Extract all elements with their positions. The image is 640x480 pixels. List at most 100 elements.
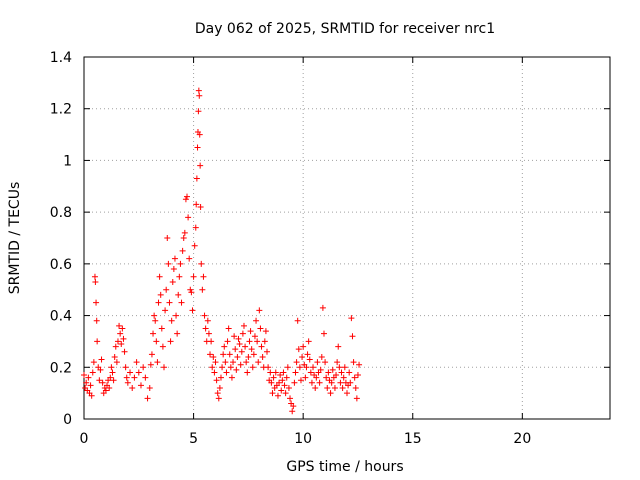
data-point	[147, 361, 154, 368]
grid-lines	[84, 57, 610, 419]
data-point	[216, 384, 223, 391]
data-point	[299, 353, 306, 360]
data-point	[265, 364, 272, 371]
data-point	[296, 364, 303, 371]
data-point	[87, 382, 94, 389]
data-point	[94, 338, 101, 345]
y-tick-label: 1	[63, 153, 72, 169]
data-point	[308, 379, 315, 386]
data-point	[102, 387, 109, 394]
data-point	[127, 369, 134, 376]
data-point	[223, 369, 230, 376]
data-point	[211, 369, 218, 376]
data-point	[163, 286, 170, 293]
data-point	[232, 346, 239, 353]
data-point	[334, 359, 341, 366]
data-point	[292, 369, 299, 376]
data-point	[181, 229, 188, 236]
data-point	[329, 366, 336, 373]
data-point	[124, 379, 131, 386]
data-point	[279, 377, 286, 384]
data-point	[219, 364, 226, 371]
data-point	[312, 384, 319, 391]
data-point	[97, 366, 104, 373]
data-point	[199, 286, 206, 293]
data-point	[188, 289, 195, 296]
y-tick-label: 0.6	[50, 257, 72, 273]
data-point	[250, 351, 257, 358]
data-point	[209, 364, 216, 371]
data-point	[215, 395, 222, 402]
data-point	[261, 338, 268, 345]
data-point	[253, 317, 260, 324]
data-point	[196, 131, 203, 138]
data-point	[348, 315, 355, 322]
data-point	[177, 260, 184, 267]
data-point	[178, 299, 185, 306]
data-point	[270, 374, 277, 381]
data-point	[118, 341, 125, 348]
data-point	[174, 330, 181, 337]
axis-ticks: 0 0.2 0.4 0.6 0.8 1 1.2 1.4 0 5 10 15 20	[50, 50, 610, 447]
data-point	[158, 325, 165, 332]
data-point	[268, 379, 275, 386]
data-point	[148, 351, 155, 358]
data-point	[324, 384, 331, 391]
data-point	[200, 273, 207, 280]
data-point	[117, 330, 124, 337]
data-point	[316, 379, 323, 386]
data-point	[167, 338, 174, 345]
data-point	[272, 369, 279, 376]
data-point	[92, 278, 99, 285]
data-point	[88, 392, 95, 399]
data-point	[276, 379, 283, 386]
data-point	[151, 312, 158, 319]
data-point	[166, 299, 173, 306]
data-point	[170, 266, 177, 273]
data-point	[109, 369, 116, 376]
data-point	[322, 359, 329, 366]
data-point	[305, 338, 312, 345]
data-point	[185, 214, 192, 221]
data-point	[251, 333, 258, 340]
data-point	[327, 390, 334, 397]
data-point	[291, 379, 298, 386]
data-point	[318, 353, 325, 360]
data-point	[193, 201, 200, 208]
data-point	[129, 384, 136, 391]
data-point	[190, 273, 197, 280]
data-point	[93, 317, 100, 324]
plot-frame	[83, 56, 611, 420]
data-point	[135, 369, 142, 376]
y-tick-label: 0.8	[50, 205, 72, 221]
data-point	[110, 377, 117, 384]
data-point	[325, 369, 332, 376]
data-point	[119, 325, 126, 332]
data-point	[349, 333, 356, 340]
data-point	[179, 247, 186, 254]
data-point	[323, 374, 330, 381]
data-point	[287, 395, 294, 402]
data-point	[333, 372, 340, 379]
data-point	[113, 359, 120, 366]
data-point	[339, 384, 346, 391]
data-point	[213, 377, 220, 384]
data-point	[236, 341, 243, 348]
data-point	[341, 364, 348, 371]
y-tick-label: 0.4	[50, 309, 72, 325]
x-axis-label: GPS time / hours	[286, 459, 403, 475]
data-point	[165, 260, 172, 267]
data-point	[331, 384, 338, 391]
data-point	[351, 374, 358, 381]
data-point	[340, 374, 347, 381]
data-point	[153, 338, 160, 345]
data-point	[282, 390, 289, 397]
data-point	[106, 384, 113, 391]
data-point	[235, 335, 242, 342]
data-point	[314, 359, 321, 366]
data-point	[280, 369, 287, 376]
data-point	[116, 322, 123, 329]
data-point	[317, 366, 324, 373]
data-point	[290, 403, 297, 410]
data-point	[328, 379, 335, 386]
